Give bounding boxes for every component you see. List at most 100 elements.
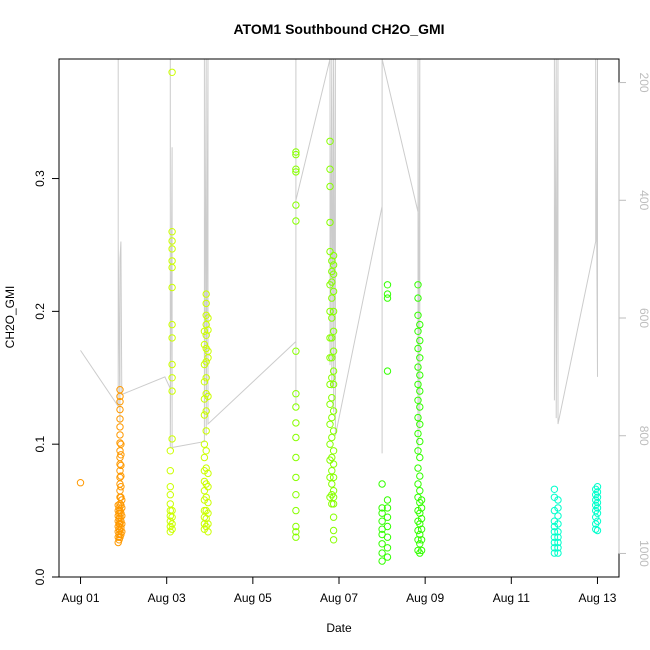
data-point bbox=[118, 520, 126, 528]
data-point bbox=[204, 528, 212, 536]
data-point bbox=[328, 467, 336, 475]
data-point bbox=[416, 371, 424, 379]
x-axis-label: Date bbox=[326, 621, 352, 635]
data-point bbox=[292, 148, 300, 156]
data-point bbox=[554, 538, 562, 547]
data-point bbox=[414, 464, 422, 472]
data-point bbox=[116, 398, 124, 406]
data-point bbox=[416, 420, 424, 428]
data-point bbox=[417, 514, 426, 523]
x-tick-label: Aug 09 bbox=[406, 591, 444, 605]
data-point bbox=[554, 496, 562, 504]
data-point bbox=[416, 403, 424, 411]
data-point bbox=[200, 327, 209, 335]
data-point bbox=[204, 347, 212, 355]
data-point bbox=[292, 419, 300, 427]
x-tick-label: Aug 11 bbox=[493, 591, 530, 605]
data-point bbox=[328, 433, 336, 442]
data-point bbox=[417, 546, 426, 555]
data-point bbox=[383, 522, 392, 531]
data-point bbox=[116, 415, 124, 423]
data-point bbox=[329, 526, 338, 535]
data-point bbox=[117, 483, 125, 491]
series-3 bbox=[378, 281, 426, 565]
data-point bbox=[168, 228, 176, 236]
data-point bbox=[414, 429, 422, 438]
data-point bbox=[200, 440, 209, 448]
data-point bbox=[550, 528, 559, 536]
data-point bbox=[200, 411, 209, 419]
data-point bbox=[117, 440, 125, 448]
data-point bbox=[417, 536, 426, 544]
data-point bbox=[204, 469, 212, 478]
data-point bbox=[166, 491, 175, 499]
data-point bbox=[202, 374, 210, 382]
data-point bbox=[168, 374, 176, 382]
data-point bbox=[414, 281, 422, 289]
data-point bbox=[329, 460, 338, 468]
data-point bbox=[168, 435, 176, 443]
data-point bbox=[292, 506, 300, 515]
data-point bbox=[416, 387, 424, 395]
data-point bbox=[292, 201, 300, 209]
series-0 bbox=[76, 386, 126, 547]
data-point bbox=[292, 533, 300, 541]
data-point bbox=[166, 467, 175, 475]
data-point bbox=[202, 493, 210, 501]
data-point bbox=[292, 491, 300, 499]
data-point bbox=[593, 493, 602, 501]
data-point bbox=[168, 387, 176, 395]
data-point bbox=[383, 513, 392, 521]
data-point bbox=[204, 392, 212, 401]
data-point bbox=[383, 553, 392, 561]
data-point bbox=[416, 530, 424, 539]
data-point bbox=[329, 513, 338, 521]
data-point bbox=[292, 433, 300, 442]
data-point bbox=[592, 525, 600, 533]
data-point bbox=[326, 420, 334, 428]
data-point bbox=[383, 533, 392, 541]
data-point bbox=[417, 496, 426, 504]
data-point bbox=[168, 525, 176, 533]
x-tick-label: Aug 03 bbox=[148, 591, 186, 605]
data-point bbox=[554, 533, 562, 541]
data-point bbox=[414, 396, 422, 404]
data-point bbox=[383, 294, 392, 302]
data-point bbox=[593, 526, 602, 535]
data-point bbox=[200, 340, 209, 349]
data-point bbox=[202, 358, 210, 366]
data-point bbox=[292, 150, 300, 159]
data-point bbox=[328, 354, 336, 362]
data-point bbox=[416, 336, 424, 345]
data-point bbox=[168, 237, 176, 245]
y-tick-label: 0.0 bbox=[33, 568, 47, 585]
data-point bbox=[417, 504, 426, 512]
data-point bbox=[292, 347, 300, 355]
data-point bbox=[202, 299, 210, 308]
series-4 bbox=[550, 483, 602, 557]
x-tick-label: Aug 01 bbox=[62, 591, 100, 605]
data-point bbox=[168, 245, 176, 253]
data-point bbox=[329, 270, 338, 278]
data-point bbox=[593, 517, 602, 525]
data-point bbox=[328, 374, 336, 382]
data-point bbox=[166, 483, 175, 491]
data-point bbox=[118, 512, 126, 520]
data-point bbox=[329, 307, 338, 316]
data-point bbox=[166, 447, 175, 455]
data-point bbox=[328, 394, 336, 402]
data-point bbox=[166, 500, 175, 508]
data-point bbox=[168, 360, 176, 369]
data-point bbox=[202, 331, 210, 339]
data-point bbox=[326, 380, 334, 389]
data-point bbox=[204, 520, 212, 528]
data-point bbox=[168, 334, 176, 342]
data-point bbox=[414, 480, 422, 488]
data-point bbox=[414, 413, 422, 422]
data-point bbox=[329, 327, 338, 335]
y-tick-label: 0.3 bbox=[33, 170, 47, 187]
data-point bbox=[416, 453, 424, 462]
data-point bbox=[593, 483, 602, 491]
data-point bbox=[383, 367, 392, 375]
